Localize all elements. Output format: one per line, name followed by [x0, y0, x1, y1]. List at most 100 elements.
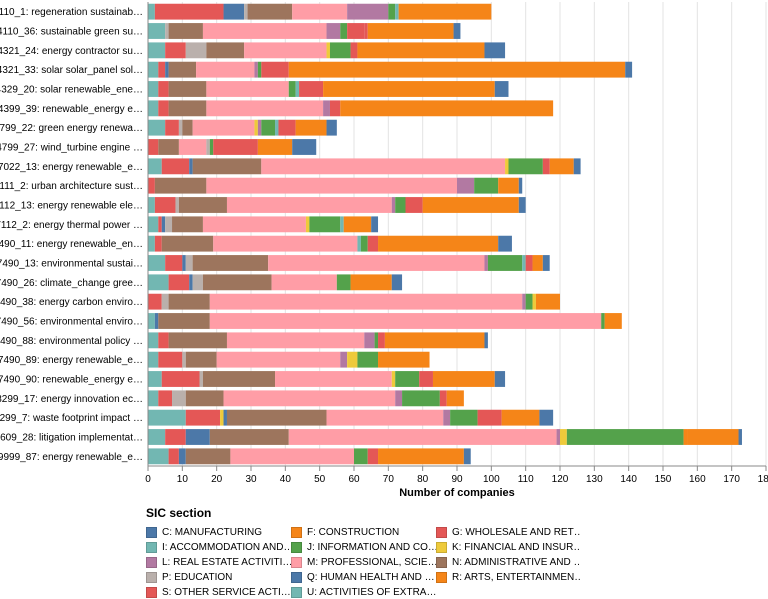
y-tick-label: 7112_13: energy renewable ele…: [0, 201, 143, 212]
bar-segment: [532, 293, 536, 310]
bar-segment: [395, 197, 406, 213]
bar-segment: [158, 351, 183, 368]
x-tick-label: 70: [383, 474, 395, 485]
bar-segment: [168, 100, 207, 117]
bar-segment: [148, 332, 159, 349]
bar-segment: [148, 3, 155, 20]
bar-segment: [326, 119, 337, 136]
legend-items: C: MANUFACTURING F: CONSTRUCTION G: WHOLES…: [146, 526, 766, 599]
legend-swatch: [291, 572, 302, 583]
bar-segment: [202, 216, 306, 233]
bar-segment: [148, 23, 166, 39]
bar-segment: [395, 371, 420, 387]
bar-segment: [161, 371, 200, 387]
bar-segment: [391, 274, 403, 291]
bar-segment: [419, 371, 433, 387]
legend-label: K: FINANCIAL AND INSUR…: [452, 542, 581, 553]
bar-segment: [505, 158, 509, 175]
bar-segment: [192, 119, 255, 136]
bar-segment: [402, 390, 440, 407]
bar-segment: [687, 429, 739, 445]
legend-label: I: ACCOMMODATION AND…: [162, 542, 291, 553]
bar-segment: [161, 216, 166, 233]
bar-segment: [357, 351, 379, 368]
bar-segment: [367, 23, 454, 39]
bar-segment: [148, 177, 155, 194]
bar-segment: [326, 42, 330, 59]
bar-segment: [549, 158, 574, 175]
stacked-bar-chart: 4110_1: regeneration sustainab… 4110_36: …: [0, 2, 768, 499]
bar-segment: [168, 23, 203, 39]
bar-segment: [539, 409, 554, 426]
bar-segment: [309, 216, 341, 233]
bar-segment: [340, 216, 344, 233]
bar-segment: [206, 139, 210, 155]
bar-segment: [395, 390, 403, 407]
bar-segment: [185, 42, 207, 59]
bar-segment: [484, 255, 488, 271]
bar-segment: [484, 332, 488, 349]
bar-segment: [148, 158, 162, 175]
bar-segment: [168, 81, 207, 97]
bar-segment: [148, 371, 162, 387]
bar-segment: [374, 332, 379, 349]
bar-segment: [158, 100, 169, 117]
bar-segment: [182, 255, 186, 271]
y-tick-label: 4799_27: wind_turbine engine …: [0, 143, 143, 154]
bar-segment: [192, 158, 262, 175]
bar-segment: [432, 371, 495, 387]
bar-segment: [275, 119, 279, 136]
bar-segment: [178, 197, 227, 213]
x-tick-label: 130: [586, 474, 603, 485]
bar-segment: [566, 429, 684, 445]
bar-segment: [202, 371, 276, 387]
bar-segment: [185, 448, 231, 465]
x-tick-label: 180: [758, 474, 768, 485]
bar-segment: [446, 390, 464, 407]
bar-segment: [398, 3, 492, 20]
legend-label: C: MANUFACTURING: [162, 527, 262, 538]
legend-swatch: [436, 542, 447, 553]
legend-swatch: [436, 572, 447, 583]
bar-segment: [209, 313, 602, 329]
bar-segment: [484, 42, 506, 59]
bar-segment: [182, 119, 193, 136]
legend-item: I: ACCOMMODATION AND…: [146, 541, 291, 554]
bar-segment: [168, 293, 210, 310]
bar-segment: [192, 255, 269, 271]
bar-segment: [522, 255, 526, 271]
legend-item: R: ARTS, ENTERTAINMEN…: [436, 571, 581, 584]
bar-segment: [354, 274, 392, 291]
y-tick-label: 7112_2: energy thermal power …: [0, 220, 143, 231]
bar-segment: [395, 3, 399, 20]
bar-segment: [288, 81, 296, 97]
bar-segment: [165, 61, 169, 78]
bar-segment: [244, 42, 327, 59]
bar-segment: [288, 61, 626, 78]
bar-segment: [206, 81, 289, 97]
y-tick-label: 7022_13: energy renewable_e…: [0, 162, 143, 173]
legend-item: M: PROFESSIONAL, SCIE…: [291, 556, 436, 569]
bar-segment: [165, 42, 186, 59]
bar-segment: [525, 255, 533, 271]
y-tick-label: 4799_22: green energy renewa…: [0, 123, 143, 134]
bar-segment: [261, 119, 276, 136]
bar-segment: [357, 235, 361, 252]
x-tick-label: 30: [245, 474, 257, 485]
bar-segment: [384, 332, 485, 349]
bar-segment: [165, 255, 183, 271]
bar-segment: [244, 3, 248, 20]
bar-segment: [148, 429, 166, 445]
y-tick-label: 8299_7: waste footprint impact …: [0, 413, 143, 424]
bar-segment: [185, 429, 210, 445]
y-tick-label: 4110_1: regeneration sustainab…: [0, 7, 143, 18]
bar-segment: [168, 61, 197, 78]
y-tick-label: 9999_87: energy renewable_e…: [0, 452, 143, 463]
bar-segment: [209, 293, 523, 310]
bar-segment: [178, 139, 207, 155]
y-tick-label: 9609_28: litigation implementat…: [0, 433, 143, 444]
legend-swatch: [291, 527, 302, 538]
bar-segment: [360, 235, 368, 252]
bar-segment: [295, 119, 327, 136]
y-tick-label: 7490_11: energy renewable_en…: [0, 239, 143, 250]
